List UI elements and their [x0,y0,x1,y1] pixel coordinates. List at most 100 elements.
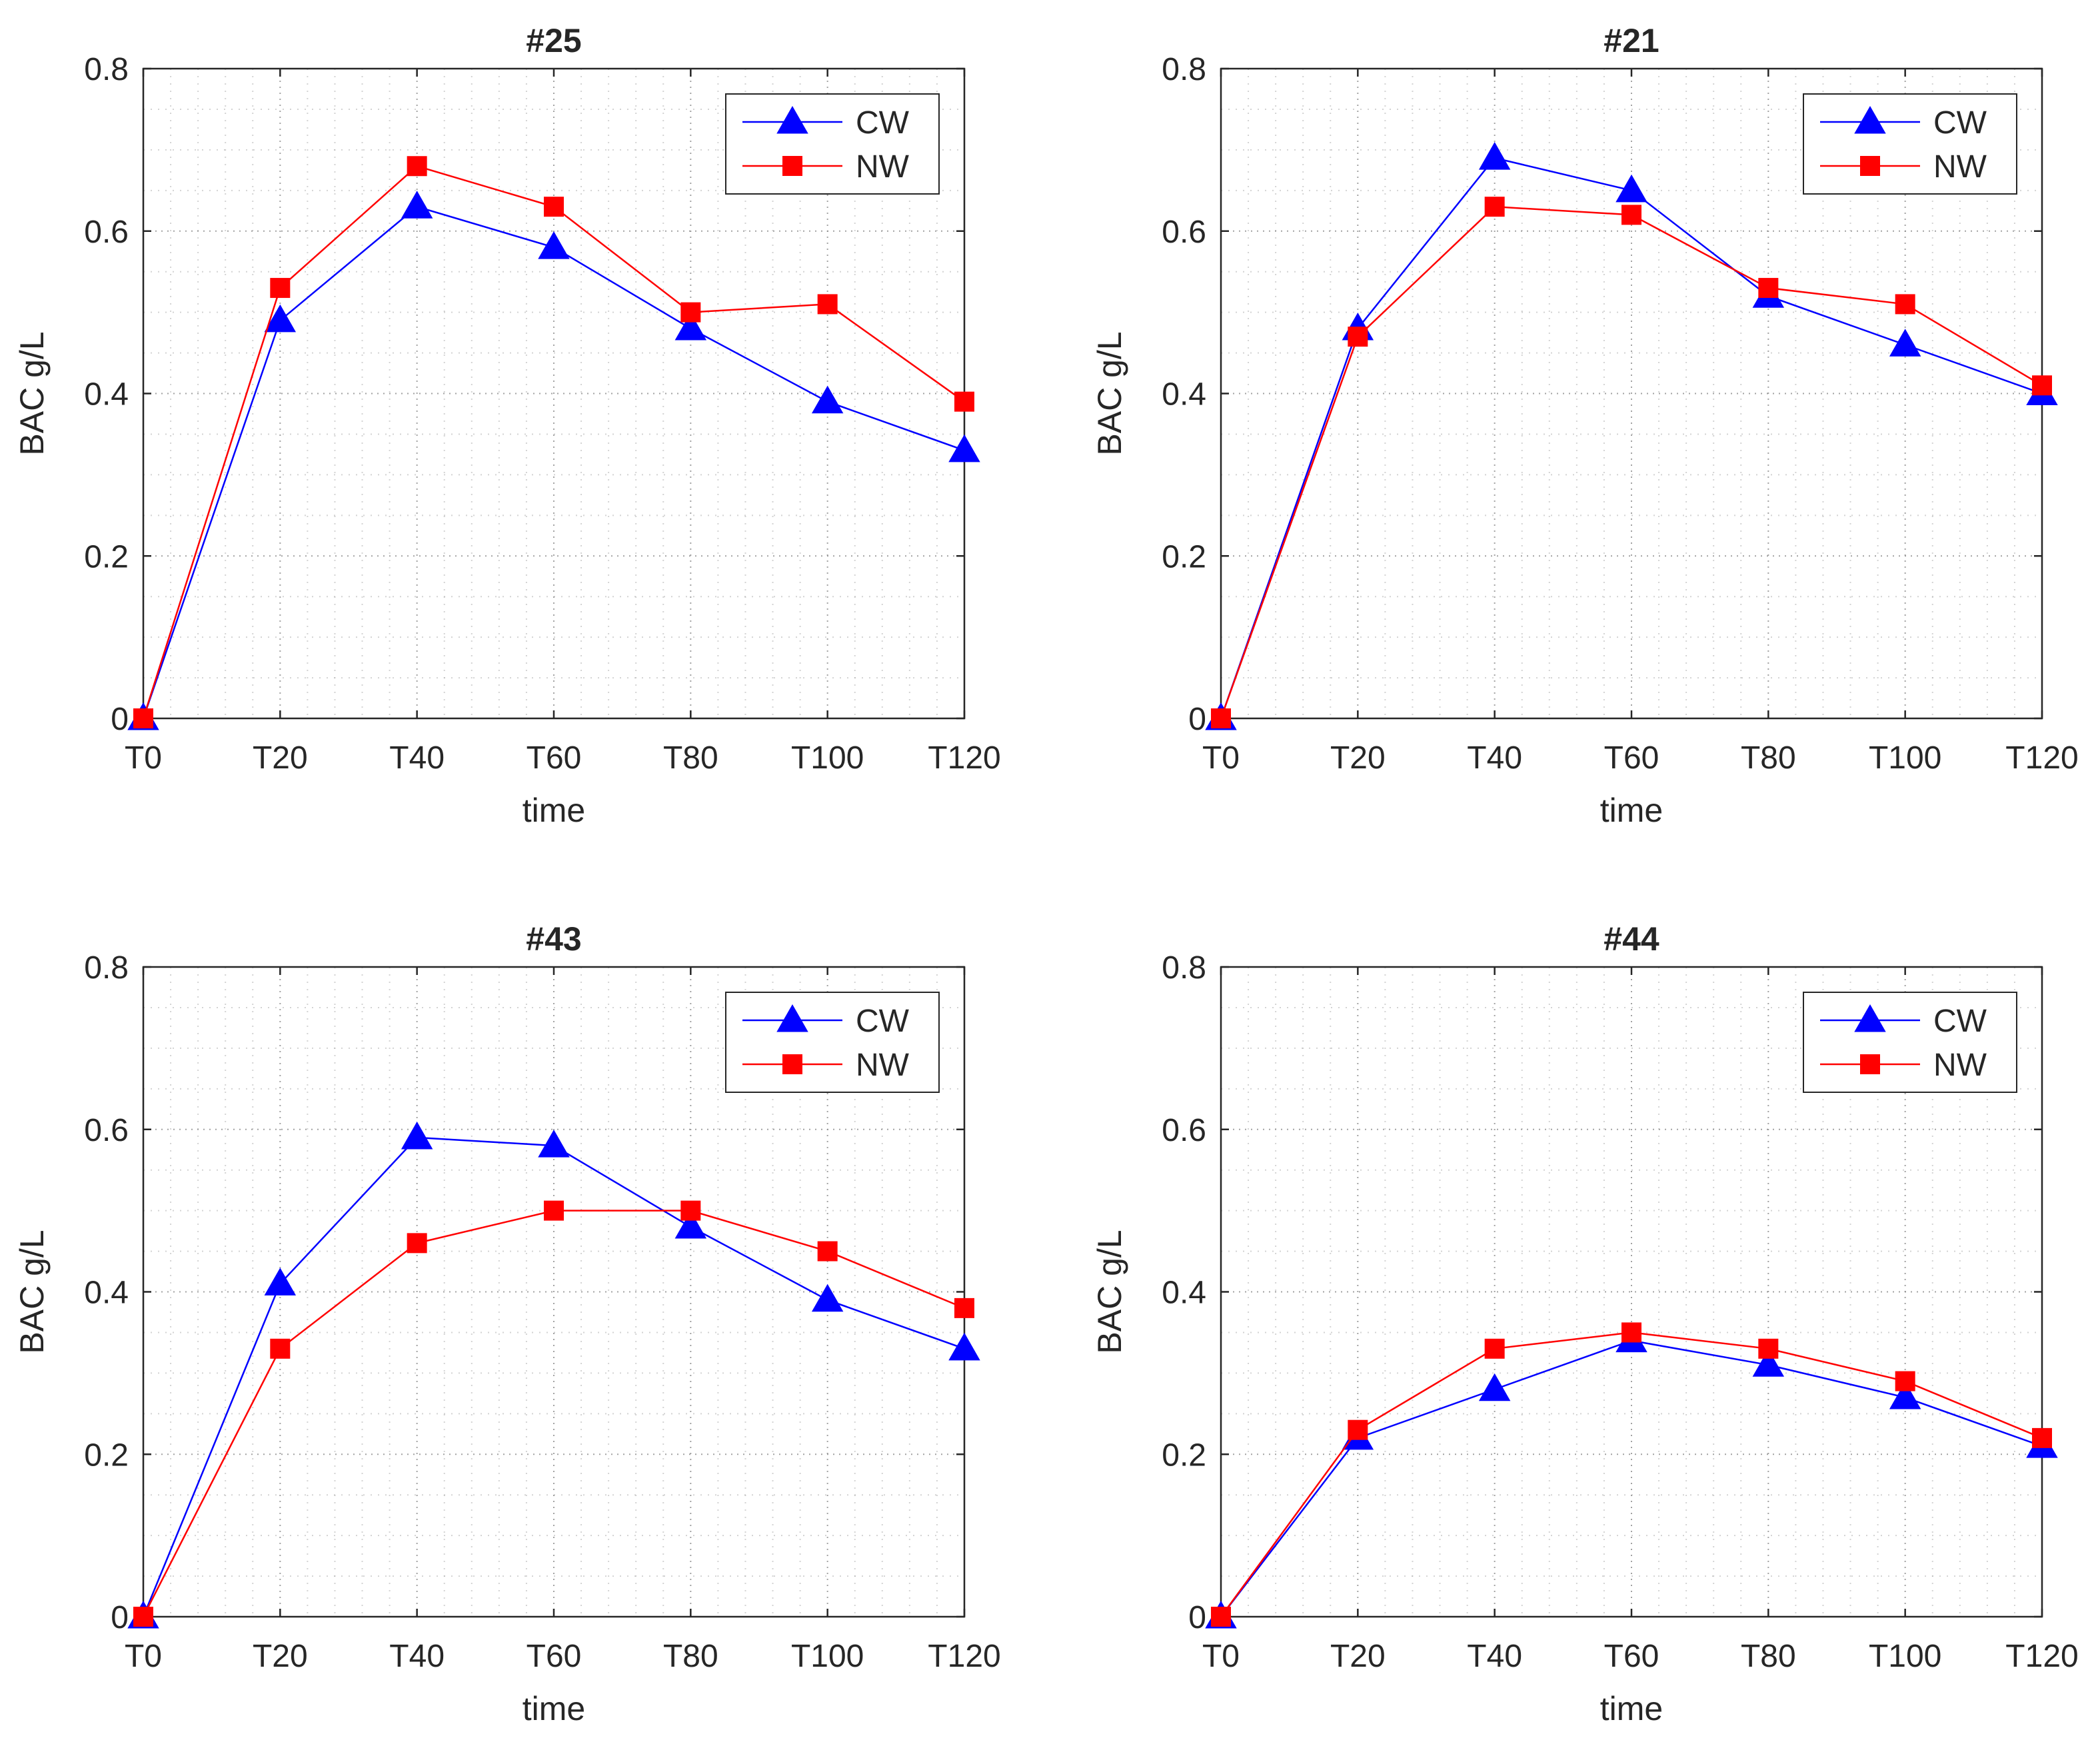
legend-marker-nw [782,1054,802,1074]
y-tick-label: 0 [111,702,129,737]
x-tick-label: T80 [1741,740,1796,776]
x-tick-label: T80 [663,740,718,776]
y-tick-label: 0.2 [84,539,129,574]
y-tick-label: 0.8 [1162,52,1206,87]
legend: CW NW [1803,992,2017,1093]
x-tick-label: T100 [791,740,864,776]
chart-p44: T0 T20 T40 T60 T80 T100 T120 0 0.2 0.4 0.6 0.8 #44 ti… [1091,920,2079,1727]
data-point-nw [817,1241,838,1262]
data-point-nw [954,391,974,412]
legend-marker-cw [776,105,808,134]
x-tick-label: T20 [1330,1639,1386,1674]
data-point-nw [407,156,427,177]
data-point-cw [1478,1373,1511,1401]
x-tick-label: T80 [1741,1639,1796,1674]
legend-label-cw: CW [1933,1004,1987,1039]
x-axis-label: time [523,1690,585,1727]
data-point-nw [1758,1338,1779,1359]
data-point-nw [1895,1371,1915,1391]
x-tick-label: T60 [526,740,582,776]
data-point-cw [264,304,297,333]
y-tick-label: 0.8 [1162,950,1206,986]
legend: CW NW [1803,93,2017,195]
y-tick-label: 0.6 [84,215,129,250]
y-tick-label: 0.4 [1162,377,1206,413]
series-nw [1211,197,2052,728]
x-tick-label: T120 [2005,1639,2078,1674]
x-axis-label: time [1600,1690,1663,1727]
x-axis-label: time [1600,792,1663,829]
data-point-nw [1895,294,1915,315]
data-point-nw [133,708,153,728]
legend-label-cw: CW [1933,105,1987,141]
series-nw [133,1200,974,1627]
x-tick-label: T100 [1869,1639,1941,1674]
legend-label-nw: NW [856,1048,910,1083]
chart-p43: T0 T20 T40 T60 T80 T100 T120 0 0.2 0.4 0.6 0.8 #43 ti… [13,920,1001,1727]
legend-marker-cw [1854,105,1886,134]
x-tick-label: T60 [526,1639,582,1674]
y-tick-label: 0.4 [1162,1276,1206,1311]
x-tick-label: T80 [663,1639,718,1674]
data-point-nw [270,278,291,299]
x-tick-label: T60 [1604,740,1659,776]
data-point-nw [1348,327,1368,347]
data-point-cw [538,1130,570,1158]
data-point-nw [544,197,564,217]
data-point-nw [544,1200,564,1221]
legend: CW NW [725,992,940,1093]
x-tick-label: T20 [253,740,308,776]
data-point-nw [2032,1427,2052,1448]
legend-marker-nw [1860,1054,1880,1074]
x-tick-label: T20 [1330,740,1386,776]
chart-title: #25 [526,22,581,59]
legend-box [725,93,940,195]
y-tick-label: 0.6 [1162,1113,1206,1148]
legend-box [725,992,940,1093]
chart-title: #21 [1603,22,1659,59]
y-tick-label: 0.8 [84,52,129,87]
x-tick-label: T40 [389,1639,445,1674]
x-tick-label: T0 [125,740,162,776]
data-point-nw [1621,1322,1641,1343]
data-point-nw [133,1607,153,1627]
data-point-nw [680,302,701,323]
x-axis-label: time [523,792,585,829]
y-tick-label: 0.2 [1162,1437,1206,1473]
y-tick-label: 0 [1188,1600,1206,1635]
chart-title: #44 [1603,920,1659,958]
data-point-cw [948,1332,980,1361]
data-point-cw [264,1268,297,1296]
legend-label-cw: CW [856,1004,910,1039]
y-tick-label: 0 [1188,702,1206,737]
series-nw [1211,1322,2052,1627]
y-tick-label: 0.4 [84,377,129,413]
legend-box [1803,93,2017,195]
legend-box [1803,992,2017,1093]
data-point-nw [1758,278,1779,299]
legend-marker-nw [782,156,802,176]
x-tick-label: T100 [791,1639,864,1674]
x-tick-label: T60 [1604,1639,1659,1674]
chart-title: #43 [526,920,581,958]
y-axis-label: BAC g/L [1091,331,1128,455]
y-tick-label: 0.6 [1162,215,1206,250]
y-axis-label: BAC g/L [13,1230,51,1353]
data-point-nw [270,1338,291,1359]
y-tick-label: 0.2 [1162,539,1206,574]
data-point-cw [948,434,980,462]
data-point-cw [401,191,433,219]
x-tick-label: T40 [1467,740,1522,776]
data-point-nw [1621,205,1641,225]
data-point-nw [1348,1419,1368,1440]
x-tick-label: T0 [1202,740,1240,776]
legend-marker-nw [1860,156,1880,176]
data-point-nw [1484,1338,1505,1359]
y-tick-label: 0.8 [84,950,129,986]
x-tick-label: T40 [1467,1639,1522,1674]
x-tick-label: T20 [253,1639,308,1674]
data-point-cw [1889,329,1921,357]
data-point-nw [680,1200,701,1221]
data-point-cw [674,1210,707,1239]
